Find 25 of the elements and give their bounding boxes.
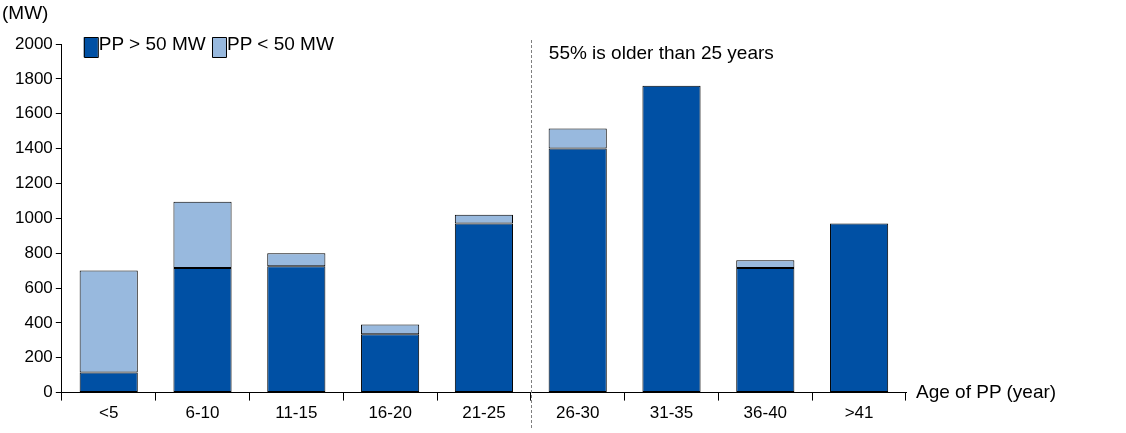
x-tick-label: 6-10 [185, 403, 220, 423]
legend-label: PP > 50 MW [98, 33, 206, 55]
x-tick-label: 11-15 [275, 403, 318, 423]
y-axis-title: (MW) [2, 2, 49, 24]
y-tick-label: 400 [24, 312, 53, 332]
y-tick-label: 1600 [14, 103, 53, 123]
y-tick-label: 1800 [14, 68, 53, 88]
x-axis-title: Age of PP (year) [916, 380, 1057, 402]
y-tick-label: 200 [24, 347, 53, 367]
x-tick-label: 31-35 [649, 403, 694, 423]
legend-label: PP < 50 MW [226, 33, 334, 55]
y-tick-label: 1000 [14, 207, 53, 227]
annotation: 55% is older than 25 years [548, 42, 774, 64]
x-tick-label: 26-30 [555, 403, 600, 423]
y-tick-label: 2000 [14, 33, 53, 53]
y-tick-label: 800 [24, 242, 53, 262]
y-tick-label: 600 [24, 277, 53, 297]
x-tick-label: 21-25 [462, 403, 506, 423]
x-tick-label: <5 [99, 403, 119, 423]
x-tick-label: 16-20 [368, 403, 412, 423]
x-tick-label: >41 [844, 403, 874, 423]
y-tick-label: 1400 [14, 138, 53, 158]
y-tick-label: 0 [43, 382, 53, 402]
y-tick-label: 1200 [14, 173, 53, 193]
x-tick-label: 36-40 [743, 403, 788, 423]
